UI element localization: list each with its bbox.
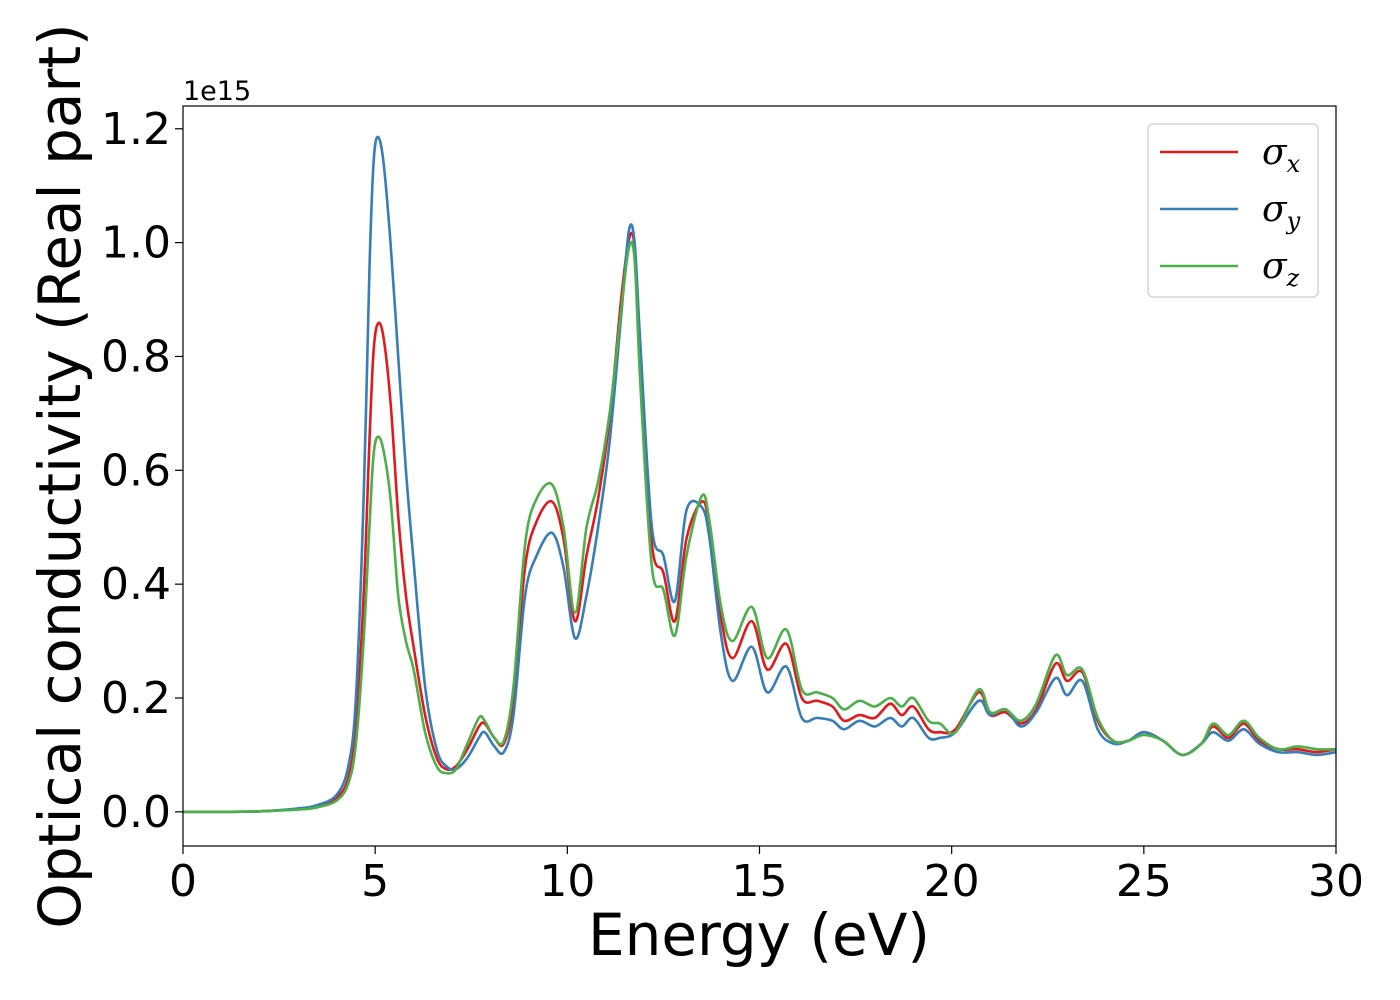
x-tick-label: 15 <box>732 856 788 907</box>
y-tick-label: 0.2 <box>101 673 171 724</box>
y-tick-label: 0.6 <box>101 445 171 496</box>
legend-label-x: σx <box>1262 132 1301 178</box>
y-offset-label: 1e15 <box>183 76 251 107</box>
y-tick-label: 1.2 <box>101 104 171 155</box>
x-tick-label: 30 <box>1308 856 1364 907</box>
y-tick-label: 1.0 <box>101 218 171 269</box>
x-tick-label: 10 <box>539 856 595 907</box>
x-tick-label: 5 <box>361 856 389 907</box>
x-axis-title: Energy (eV) <box>588 901 930 969</box>
x-tick-label: 0 <box>169 856 197 907</box>
legend-label-y: σy <box>1262 189 1301 235</box>
legend-label-z: σz <box>1262 246 1300 292</box>
series-line-y <box>182 135 1337 814</box>
y-tick-label: 0.0 <box>101 787 171 838</box>
series-line-x <box>182 231 1337 814</box>
series-line-z <box>182 240 1337 814</box>
y-axis: 0.0 0.2 0.4 0.6 0.8 1.0 1.2 <box>101 104 183 838</box>
y-axis-title: Optical conductivity (Real part) <box>26 23 94 928</box>
x-tick-label: 25 <box>1116 856 1172 907</box>
y-tick-label: 0.4 <box>101 559 171 610</box>
legend: σx σy σz <box>1147 123 1319 298</box>
y-tick-label: 0.8 <box>101 331 171 382</box>
legend-entries: σx σy σz <box>1160 132 1301 292</box>
x-axis: 0 5 10 15 20 25 30 <box>169 846 1364 907</box>
legend-box <box>1147 123 1319 298</box>
series-layer <box>182 135 1337 814</box>
x-tick-label: 20 <box>924 856 980 907</box>
